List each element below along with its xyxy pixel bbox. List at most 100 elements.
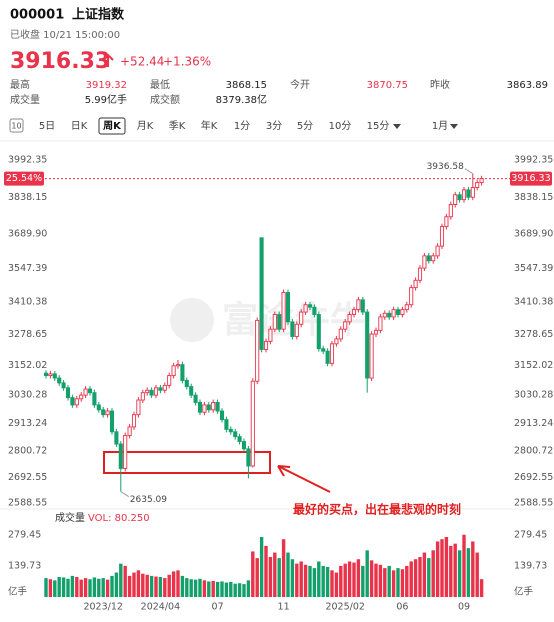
volume-bar: [163, 578, 167, 597]
volume-bar: [356, 559, 361, 597]
tab-icon[interactable]: [9, 118, 24, 133]
volume-bar: [66, 578, 70, 597]
candle-body: [211, 402, 216, 411]
candle-body: [131, 414, 137, 428]
volume-bar: [97, 578, 101, 597]
volume-bar: [79, 579, 83, 597]
volume-bar: [387, 565, 391, 597]
volume-bar: [374, 563, 378, 597]
volume-caption: VOL: 80.250: [88, 513, 150, 524]
volume-bar: [119, 563, 123, 597]
candle-body: [382, 312, 387, 318]
candle-body: [101, 409, 106, 416]
stat-label: 最低: [150, 78, 170, 91]
vol-tick-label: 139.73: [8, 560, 41, 571]
volume-bar: [312, 568, 317, 597]
volume-bar: [132, 572, 136, 597]
tab[interactable]: 季K: [169, 120, 186, 132]
candle-body: [356, 299, 361, 311]
candle-body: [373, 329, 379, 335]
volume-bar: [75, 577, 79, 597]
y-tick-label-right: 2588.55: [514, 498, 553, 509]
tab-icon-label[interactable]: 10: [11, 122, 21, 131]
candle-body: [206, 404, 211, 411]
candle-body: [312, 306, 317, 315]
volume-bar: [88, 579, 92, 597]
candle-body: [321, 348, 326, 352]
candle-body: [180, 364, 185, 381]
volume-bar: [215, 581, 220, 597]
volume-bar: [193, 579, 198, 597]
watermark: 富途牛牛: [170, 298, 366, 342]
tab[interactable]: 年K: [201, 119, 218, 132]
candle-body: [294, 323, 299, 337]
tab[interactable]: 日K: [71, 121, 88, 132]
candle-body: [277, 314, 282, 330]
volume-bar: [457, 550, 462, 597]
volume-bar: [110, 575, 114, 597]
candle-body: [48, 373, 53, 377]
stat-value: 5.99亿手: [85, 93, 127, 106]
price-change-pct: +1.36%: [163, 55, 211, 69]
tab[interactable]: 周K: [103, 120, 122, 132]
candle-body: [369, 333, 374, 379]
candle-body: [175, 364, 181, 367]
volume-bar: [396, 568, 400, 597]
tab[interactable]: 3分: [266, 120, 282, 132]
tab[interactable]: 1月: [432, 120, 448, 132]
tab[interactable]: 月K: [137, 120, 154, 132]
tab[interactable]: 15分: [367, 120, 390, 132]
candle-body: [307, 304, 313, 308]
candle-body: [378, 316, 383, 331]
volume-bar: [259, 537, 264, 597]
volume-bar: [413, 559, 418, 597]
volume-label: 成交量: [55, 511, 85, 524]
stat-value: 3919.32: [86, 80, 127, 91]
y-tick-label: 3152.02: [8, 360, 47, 371]
candle-body: [387, 312, 392, 318]
volume-bar: [405, 565, 409, 597]
volume-bar: [176, 570, 180, 597]
annotation: 最好的买点，出在最悲观的时刻: [293, 502, 461, 517]
vol-tick-label-right: 279.45: [514, 529, 547, 540]
candle-body: [255, 319, 260, 382]
x-tick-label: 07: [212, 602, 224, 613]
candle-body: [259, 237, 264, 350]
volume-bar: [171, 571, 176, 597]
volume-bar: [189, 579, 193, 597]
candle-body: [149, 389, 154, 396]
y-tick-label-right: 3992.35: [514, 155, 553, 166]
volume-bar: [339, 565, 343, 597]
candle-body: [136, 399, 141, 416]
y-tick-label-right: 3152.02: [514, 360, 553, 371]
candle-body: [87, 388, 93, 394]
low-marker: [120, 491, 130, 498]
candle-body: [193, 394, 198, 403]
dropdown-caret[interactable]: [393, 124, 401, 129]
candle-body: [343, 321, 348, 330]
tab[interactable]: 5日: [39, 121, 55, 132]
volume-bar: [365, 550, 369, 597]
tab-selected[interactable]: [98, 117, 126, 135]
candle-body: [329, 343, 335, 364]
candle-body: [263, 340, 269, 350]
tab[interactable]: 5分: [297, 120, 313, 132]
tab[interactable]: 10分: [329, 120, 352, 132]
y-tick-label-right: 2913.24: [514, 418, 553, 429]
dropdown-caret[interactable]: [450, 124, 458, 129]
volume-bar: [136, 570, 141, 597]
volume-bar: [352, 562, 356, 597]
candle-body: [105, 410, 110, 416]
candle-body: [224, 419, 229, 430]
candle-body: [409, 287, 414, 306]
volume-bar: [53, 580, 57, 597]
volume-bar: [475, 552, 479, 597]
candle-body: [123, 435, 128, 469]
candle-body: [325, 350, 330, 364]
candle-body: [233, 431, 238, 438]
tab[interactable]: 1分: [234, 120, 250, 132]
candle-body: [167, 375, 172, 386]
